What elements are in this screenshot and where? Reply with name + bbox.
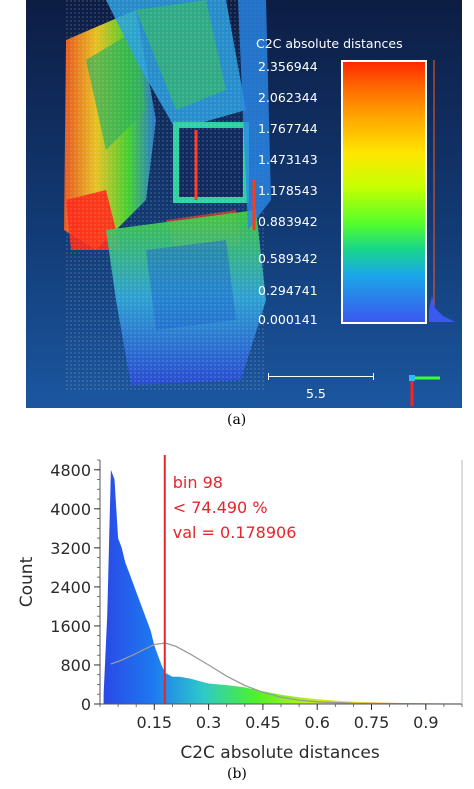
y-tick-label: 4000: [50, 500, 91, 519]
scalar-bar-tick: 2.356944: [258, 59, 318, 74]
x-tick-label: 0.6: [304, 713, 329, 732]
scale-bar-label: 5.5: [306, 386, 326, 401]
scale-bar: [268, 373, 374, 380]
point-cloud-panel: C2C absolute distances 2.356944 2.062344…: [26, 0, 462, 408]
y-tick-label: 0: [81, 695, 91, 714]
scalar-bar-title: C2C absolute distances: [256, 36, 403, 51]
scalar-bar-tick: 1.178543: [258, 183, 318, 198]
scalar-bar-histogram: [429, 60, 455, 322]
axis-triad-icon: [409, 375, 440, 406]
annotation-line-1: bin 98: [173, 473, 223, 492]
y-axis-label: Count: [17, 556, 37, 607]
histogram-chart: 0 800 1600 2400 3200 4000 4800 0.15 0.3 0.45 0.6 0.…: [17, 455, 463, 763]
y-tick-label: 3200: [50, 539, 91, 558]
histogram-area: [103, 469, 462, 704]
y-tick-label: 800: [60, 656, 91, 675]
caption-a: (a): [227, 412, 247, 428]
point-cloud-image: [64, 0, 271, 390]
x-tick-label: 0.45: [245, 713, 281, 732]
scalar-bar-tick: 0.883942: [258, 214, 318, 229]
x-tick-label: 0.75: [354, 713, 390, 732]
x-tick-label: 0.9: [413, 713, 438, 732]
annotation-line-2: < 74.490 %: [173, 498, 268, 517]
scalar-bar-tick: 1.473143: [258, 152, 318, 167]
x-tick-label: 0.3: [196, 713, 221, 732]
x-axis-label: C2C absolute distances: [180, 743, 379, 763]
scalar-bar-tick: 0.294741: [258, 283, 318, 298]
x-tick-label: 0.15: [136, 713, 172, 732]
scalar-bar-tick: 2.062344: [258, 90, 318, 105]
scalar-bar-tick: 1.767744: [258, 121, 318, 136]
fit-curve: [110, 642, 463, 705]
scalar-colorbar: [341, 60, 427, 324]
annotation-line-3: val = 0.178906: [173, 523, 297, 542]
scalar-bar-tick: 0.589342: [258, 251, 318, 266]
plot-area: 0 800 1600 2400 3200 4000 4800 0.15 0.3 0.45 0.6 0.…: [50, 455, 463, 732]
scalar-bar-tick: 0.000141: [258, 312, 318, 327]
y-tick-label: 2400: [50, 578, 91, 597]
caption-b: (b): [227, 766, 247, 782]
y-tick-label: 1600: [50, 617, 91, 636]
y-tick-label: 4800: [50, 461, 91, 480]
